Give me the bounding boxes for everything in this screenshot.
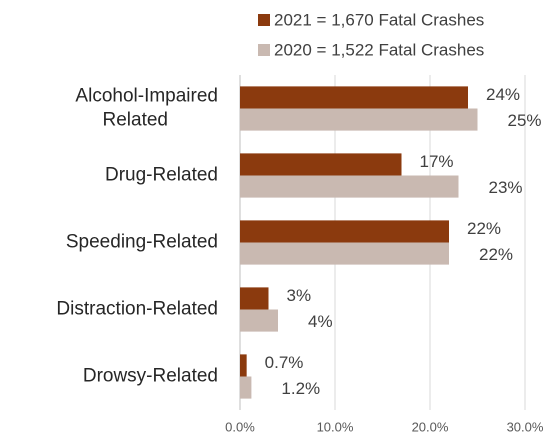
x-tick-label: 10.0% [317, 419, 354, 434]
y-tick-label: Drug-Related [105, 165, 218, 186]
bar [240, 376, 252, 399]
bar [240, 86, 468, 109]
bar [240, 108, 478, 131]
bar [240, 175, 459, 198]
y-tick-label: Alcohol-Impaired Related [75, 86, 218, 131]
data-label: 4% [308, 312, 333, 331]
data-label: 24% [486, 85, 520, 104]
bar [240, 220, 449, 243]
bar [240, 309, 278, 332]
x-tick-label: 20.0% [412, 419, 449, 434]
data-label: 0.7% [265, 353, 304, 372]
bar [240, 287, 269, 310]
data-label: 25% [508, 111, 542, 130]
legend-label: 2021 = 1,670 Fatal Crashes [274, 10, 484, 29]
y-tick-label: Drowsy-Related [83, 366, 218, 387]
y-tick-label: Speeding-Related [66, 232, 218, 253]
bar [240, 354, 247, 377]
x-tick-label: 0.0% [225, 419, 255, 434]
data-label: 1.2% [281, 379, 320, 398]
bar [240, 242, 449, 265]
data-label: 22% [479, 245, 513, 264]
data-label: 22% [467, 219, 501, 238]
data-label: 3% [287, 286, 312, 305]
x-tick-label: 30.0% [507, 419, 544, 434]
legend-swatch [258, 44, 270, 56]
y-tick-label: Distraction-Related [56, 299, 218, 320]
legend-label: 2020 = 1,522 Fatal Crashes [274, 40, 484, 59]
legend-swatch [258, 14, 270, 26]
data-label: 23% [489, 178, 523, 197]
bar [240, 153, 402, 176]
data-label: 17% [420, 152, 454, 171]
